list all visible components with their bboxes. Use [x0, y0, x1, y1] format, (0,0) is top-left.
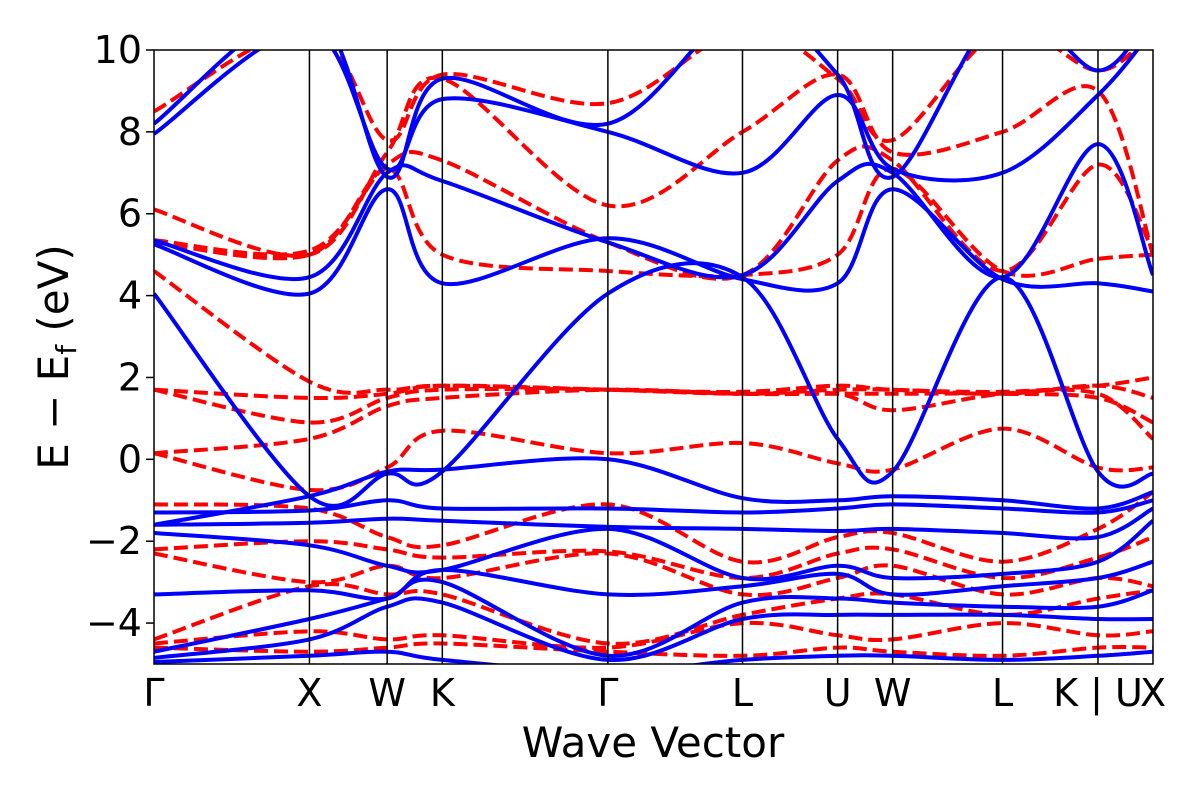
- y-axis-label-main: E − E: [29, 355, 78, 470]
- y-tick-label-6: −2: [86, 519, 142, 563]
- high-symmetry-lines: [308, 50, 1099, 664]
- y-tick-label-7: −4: [86, 601, 142, 645]
- x-tick-label-0: Γ: [143, 671, 164, 715]
- band-dashed-16: [154, 383, 1153, 401]
- x-tick-label-1: X: [296, 671, 322, 715]
- x-tick-label-10: X: [1140, 671, 1166, 715]
- x-tick-label-4: Γ: [597, 671, 618, 715]
- band-dashed-21: [154, 582, 1153, 646]
- band-dashed-18: [154, 490, 1153, 565]
- band-solid-0: [154, 456, 1153, 527]
- band-dashed-19: [154, 535, 1153, 581]
- x-tick-label-2: W: [368, 671, 406, 715]
- x-tick-label-5: L: [732, 671, 753, 715]
- y-tick-label-0: 10: [94, 28, 142, 72]
- y-ticks: 10 8 6 4 2 0 −2 −4: [86, 28, 154, 645]
- band-dashed-22: [154, 620, 1153, 650]
- y-tick-label-3: 4: [118, 274, 142, 318]
- band-solid-3: [154, 519, 1153, 582]
- band-solid-2: [154, 506, 1153, 541]
- y-tick-label-2: 6: [118, 192, 142, 236]
- x-tick-label-8: L: [992, 671, 1013, 715]
- band-solid-11: [154, 50, 1140, 183]
- x-tick-label-7: W: [874, 671, 912, 715]
- band-dashed-26: [154, 72, 1153, 258]
- y-tick-label-1: 8: [118, 110, 142, 154]
- y-tick-label-5: 0: [118, 437, 142, 481]
- y-axis-label: E − Ef (eV): [29, 244, 83, 470]
- y-axis-label-unit: (eV): [29, 244, 78, 345]
- y-axis-label-subscript: f: [50, 344, 83, 355]
- y-tick-label-4: 2: [118, 355, 142, 399]
- x-tick-label-9: K | U: [1053, 671, 1143, 716]
- band-dashed-17: [154, 269, 1153, 395]
- band-solid-5: [154, 577, 1153, 658]
- plot-frame: [153, 49, 1154, 665]
- band-dashed-27: [154, 50, 1137, 143]
- band-solid-12: [154, 50, 1130, 180]
- x-tick-label-3: K: [430, 671, 456, 715]
- band-solid-1: [154, 498, 1153, 515]
- x-axis-label: Wave Vector: [522, 718, 785, 767]
- x-tick-label-6: U: [824, 671, 852, 715]
